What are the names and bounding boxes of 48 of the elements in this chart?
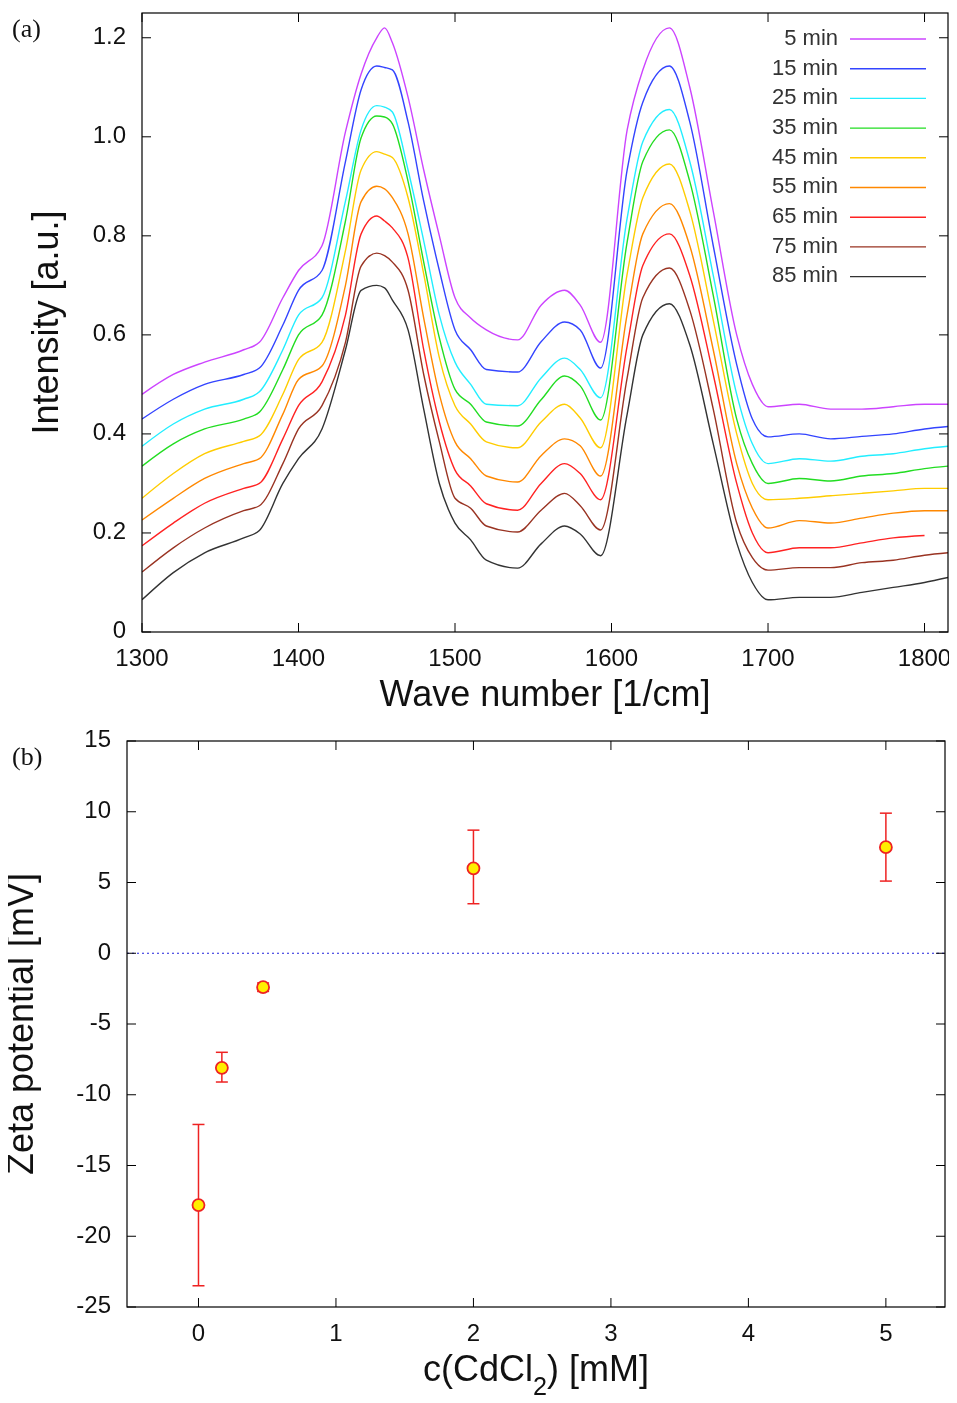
- x-axis-title: c(CdCl$_{2}$) [mM]: [422, 1348, 650, 1400]
- x-tick-label: 3: [604, 1319, 618, 1346]
- y-tick-label: -15: [76, 1149, 111, 1177]
- legend-label: 75 min: [771, 232, 838, 258]
- point: [214, 1060, 229, 1075]
- y-tick-label: 0.6: [92, 319, 126, 347]
- text: (b): [12, 742, 43, 771]
- y-tick-label: 5: [97, 866, 111, 894]
- x-tick-label: 0: [191, 1319, 206, 1346]
- y-axis-title: Intensity [a.u.]: [25, 210, 66, 435]
- text: (a): [12, 14, 41, 43]
- x-tick-label: 4: [741, 1319, 756, 1346]
- y-tick-label: 1.0: [92, 121, 126, 149]
- line-series: [142, 284, 948, 601]
- legend-label: 5 min: [784, 24, 838, 50]
- y-tick-label: 0: [112, 616, 126, 644]
- legend-label: 25 min: [771, 84, 838, 110]
- legend-label: 45 min: [771, 143, 838, 169]
- legend-label: 35 min: [771, 113, 838, 139]
- legend-label: 55 min: [771, 173, 838, 199]
- y-tick-label: 0.8: [92, 220, 126, 248]
- y-tick-label: 1.2: [92, 22, 126, 50]
- legend-label: 15 min: [771, 54, 838, 80]
- x-tick-label: 5: [879, 1319, 893, 1346]
- y-tick-label: -5: [89, 1008, 111, 1036]
- point: [191, 1198, 206, 1213]
- y-tick-label: 15: [84, 725, 111, 753]
- y-tick-label: 0.4: [92, 418, 126, 446]
- x-tick-label: 1600: [584, 644, 639, 671]
- x-axis-title: Wave number [1/cm]: [379, 673, 711, 714]
- y-tick-label: 0: [97, 937, 111, 965]
- x-tick-label: 1700: [741, 644, 795, 671]
- y-tick-label: 10: [84, 796, 111, 824]
- x-tick-label: 1: [329, 1319, 343, 1346]
- x-tick-label: 1500: [428, 644, 482, 671]
- x-tick-label: 1300: [115, 644, 169, 671]
- line-series: [142, 27, 948, 410]
- legend-label: 85 min: [771, 262, 838, 288]
- legend-label: 65 min: [771, 203, 838, 229]
- point: [466, 861, 481, 876]
- x-tick-label: 2: [466, 1319, 481, 1346]
- y-tick-label: -25: [76, 1291, 111, 1319]
- point: [878, 840, 893, 855]
- y-tick-label: 0.2: [92, 517, 126, 545]
- y-tick-label: -10: [76, 1079, 111, 1107]
- line-series: [142, 252, 948, 573]
- x-tick-label: 1400: [271, 644, 326, 671]
- y-tick-label: -20: [76, 1220, 111, 1248]
